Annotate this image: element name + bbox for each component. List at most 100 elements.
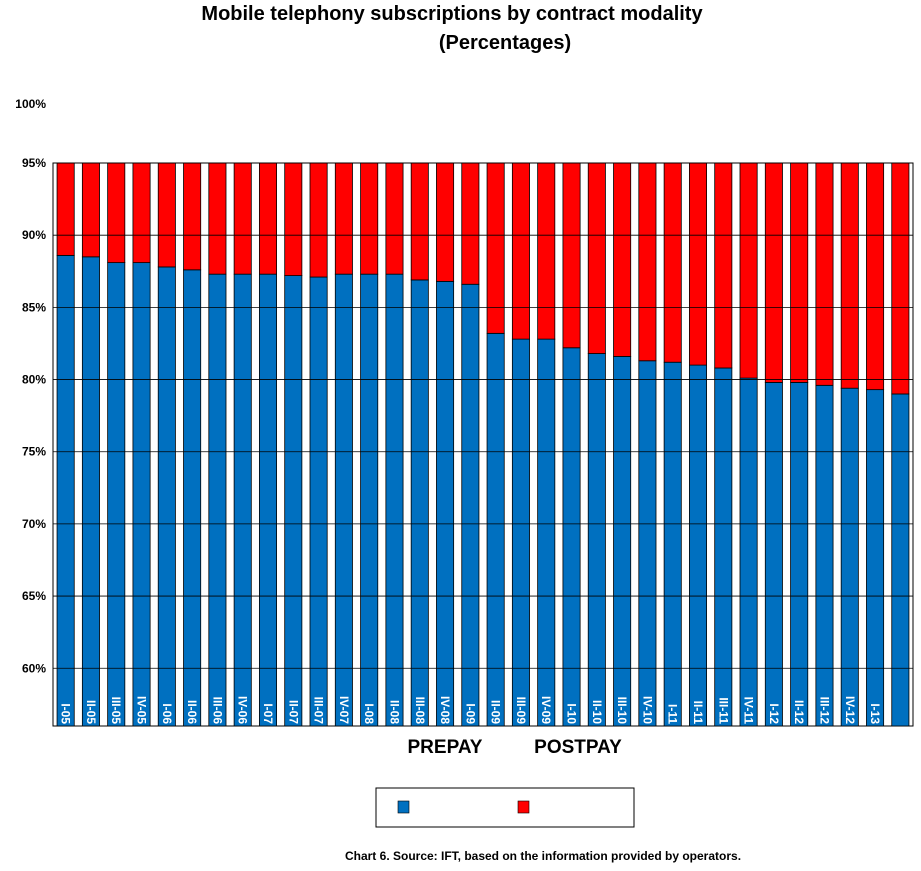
x-tick-label: I-13 (868, 703, 882, 724)
bar-prepay (764, 382, 783, 727)
bar-postpay (511, 162, 530, 340)
x-tick-label: I-05 (59, 703, 73, 724)
x-tick-label: II-05 (84, 700, 98, 724)
series-label-prepay: PREPAY (408, 737, 483, 758)
y-tick-label: 60% (22, 661, 46, 675)
bar-postpay (587, 162, 606, 354)
gridlines (53, 162, 913, 669)
bar-prepay (689, 364, 708, 727)
bar-prepay (334, 273, 353, 727)
bar-prepay (891, 393, 910, 727)
bar-postpay (309, 162, 328, 278)
x-tick-label: III-09 (514, 697, 528, 725)
bar-prepay (790, 382, 809, 727)
bar-postpay (891, 162, 910, 395)
x-tick-label: I-09 (463, 703, 477, 724)
x-tick-label: III-11 (716, 697, 730, 724)
bar-prepay (81, 256, 100, 727)
bar-prepay (132, 262, 151, 727)
bar-prepay (587, 353, 606, 727)
bar-prepay (486, 332, 505, 727)
x-tick-label: I-12 (767, 703, 781, 724)
bar-prepay (56, 254, 75, 727)
x-tick-label: II-08 (387, 700, 401, 724)
bar-prepay (436, 280, 455, 727)
y-tick-label: 90% (22, 228, 46, 242)
bar-postpay (233, 162, 252, 275)
legend-swatch-prepay (397, 800, 410, 814)
bar-prepay (562, 347, 581, 727)
bar-prepay (613, 356, 632, 727)
bar-postpay (840, 162, 859, 389)
bar-prepay (157, 266, 176, 727)
x-tick-label: II-06 (185, 700, 199, 724)
bar-prepay (410, 279, 429, 727)
x-tick-label: II-12 (792, 700, 806, 724)
legend-box (375, 787, 635, 828)
bar-postpay (334, 162, 353, 275)
bar-prepay (815, 384, 834, 727)
x-axis-tick-labels: I-05 II-05 III-05 IV-05 I-06 II-06 III-06 IV-06… (59, 696, 882, 724)
y-tick-label: 85% (22, 300, 46, 314)
bar-postpay (714, 162, 733, 369)
plot-area: I-05 II-05 III-05 IV-05 I-06 II-06 III-06 IV-06… (52, 162, 914, 727)
bar-postpay (360, 162, 379, 275)
y-tick-label: 65% (22, 589, 46, 603)
bar-postpay (562, 162, 581, 349)
bar-prepay (309, 276, 328, 727)
bar-postpay (461, 162, 480, 285)
bar-postpay (739, 162, 758, 379)
x-tick-label: II-10 (590, 700, 604, 724)
x-tick-label: IV-05 (135, 696, 149, 724)
bar-postpay (790, 162, 809, 383)
y-tick-label: 100% (15, 97, 46, 111)
chart-subtitle: (Percentages) (439, 32, 571, 54)
bar-postpay (486, 162, 505, 334)
bar-prepay (663, 361, 682, 727)
x-tick-label: IV-06 (236, 696, 250, 724)
bar-postpay (866, 162, 885, 391)
bar-postpay (107, 162, 126, 264)
bar-postpay (436, 162, 455, 282)
bar-prepay (638, 360, 657, 727)
y-axis-ticks: 60% 65% 70% 75% 80% 85% 90% 95% (22, 156, 46, 675)
bar-postpay (663, 162, 682, 363)
bar-postpay (764, 162, 783, 383)
bar-prepay (183, 269, 202, 727)
bar-postpay (56, 162, 75, 256)
x-tick-label: III-07 (312, 697, 326, 725)
x-tick-label: II-09 (489, 700, 503, 724)
x-tick-label: III-10 (615, 697, 629, 725)
x-tick-label: III-12 (817, 697, 831, 725)
x-tick-label: IV-07 (337, 696, 351, 724)
x-tick-label: I-06 (160, 703, 174, 724)
bar-postpay (815, 162, 834, 386)
chart-title: Mobile telephony subscriptions by contra… (201, 3, 703, 25)
bar-prepay (866, 389, 885, 727)
bar-postpay (208, 162, 227, 275)
bar-postpay (157, 162, 176, 268)
x-tick-label: II-11 (691, 701, 705, 725)
y-tick-label: 95% (22, 156, 46, 170)
bar-prepay (360, 273, 379, 727)
bar-postpay (613, 162, 632, 357)
x-tick-label: I-11 (666, 704, 680, 724)
bar-postpay (385, 162, 404, 275)
x-tick-label: I-10 (565, 703, 579, 724)
y-tick-label: 70% (22, 517, 46, 531)
bar-postpay (132, 162, 151, 264)
bar-prepay (840, 387, 859, 727)
bar-prepay (739, 377, 758, 727)
y-tick-label: 80% (22, 373, 46, 387)
bar-prepay (258, 273, 277, 727)
bar-postpay (183, 162, 202, 271)
legend-swatch-postpay (517, 800, 530, 814)
x-tick-label: IV-12 (843, 696, 857, 724)
bar-prepay (385, 273, 404, 727)
bar-postpay (258, 162, 277, 275)
bar-postpay (410, 162, 429, 281)
x-tick-label: IV-10 (640, 696, 654, 724)
x-tick-label: III-08 (413, 697, 427, 725)
x-tick-label: I-08 (362, 703, 376, 724)
